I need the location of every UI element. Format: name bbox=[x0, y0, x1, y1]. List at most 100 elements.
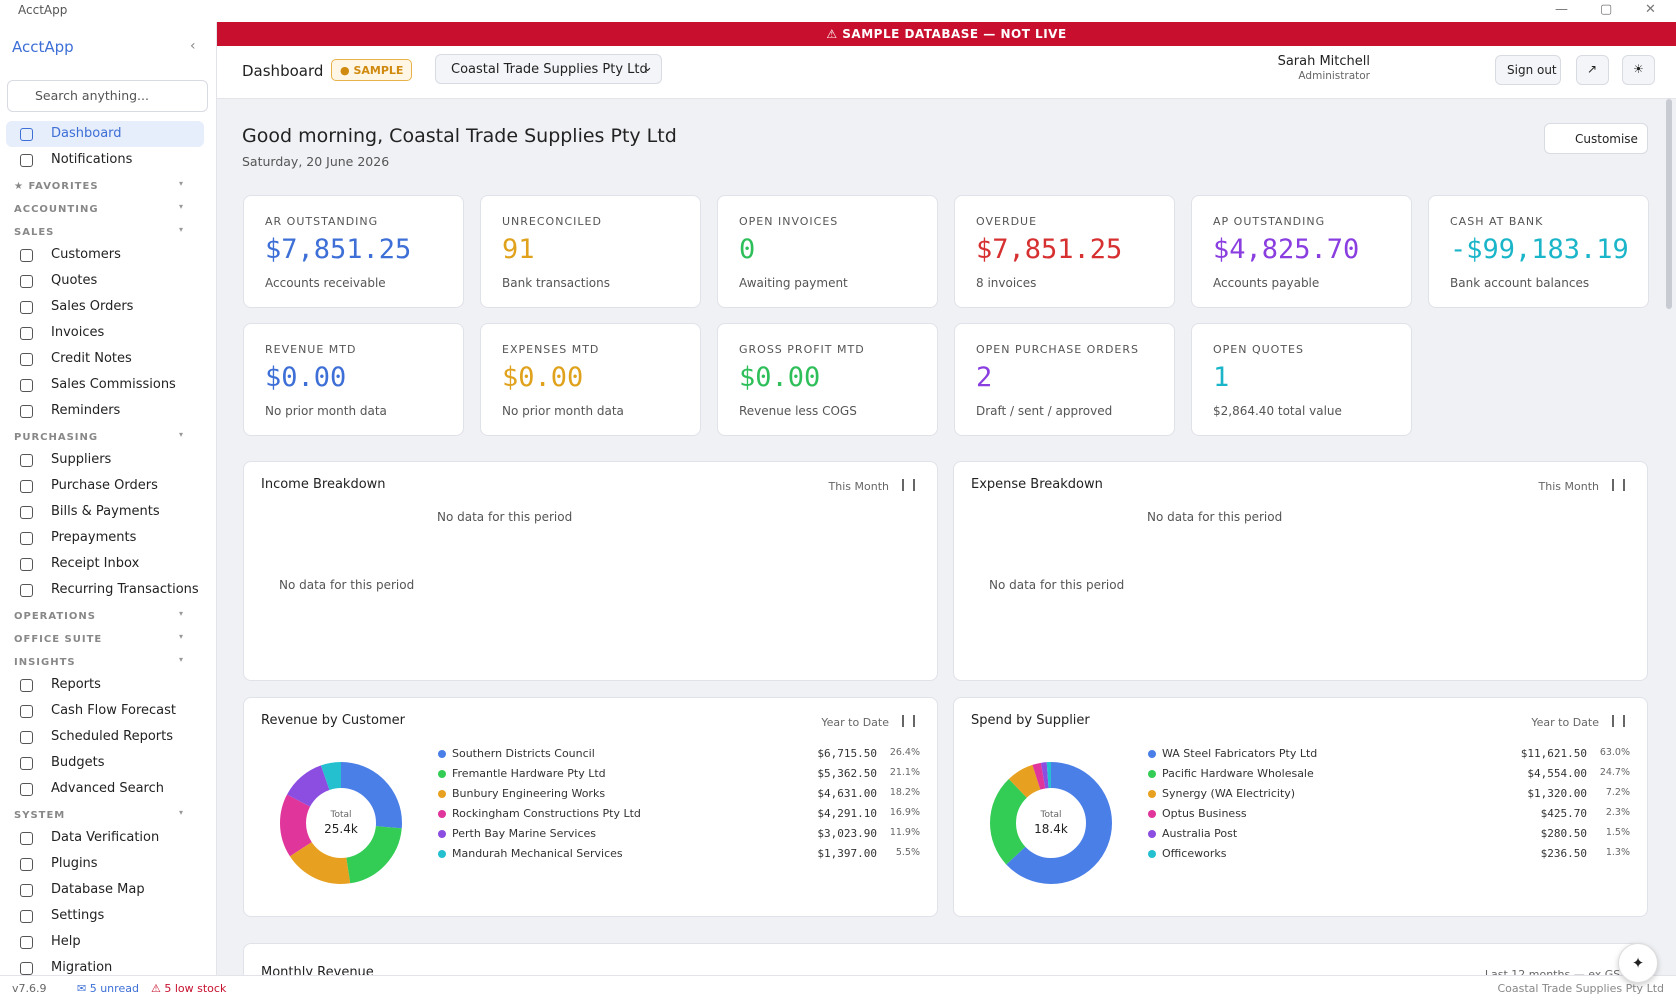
nav-item[interactable]: Reminders bbox=[6, 398, 204, 424]
company-select[interactable]: Coastal Trade Supplies Pty Ltd ⌄ bbox=[435, 54, 662, 84]
donut-segment[interactable] bbox=[990, 762, 1112, 884]
donut-panel: Revenue by Customer Year to Date Total 25.4… bbox=[243, 697, 938, 917]
nav-item[interactable]: Data Verification bbox=[6, 825, 204, 851]
legend-name[interactable]: Bunbury Engineering Works bbox=[452, 787, 606, 800]
panel-title: Expense Breakdown bbox=[971, 477, 1103, 492]
nav-item[interactable]: Suppliers bbox=[6, 447, 204, 473]
unread[interactable]: ✉ 5 unread bbox=[77, 982, 139, 995]
legend-amount: $4,631.00 bbox=[817, 787, 877, 800]
donut-segment[interactable] bbox=[990, 762, 1112, 884]
legend-name[interactable]: Southern Districts Council bbox=[452, 747, 595, 760]
legend-amount: $425.70 bbox=[1540, 807, 1587, 820]
legend-dot bbox=[1148, 770, 1156, 778]
kpi-sub: 8 invoices bbox=[976, 276, 1037, 290]
low-stock[interactable]: ⚠ 5 low stock bbox=[151, 982, 227, 995]
panel-settings[interactable] bbox=[902, 715, 915, 727]
kpi-card: GROSS PROFIT MTD $0.00 Revenue less COGS bbox=[717, 323, 938, 436]
nav-item[interactable]: Bills & Payments bbox=[6, 499, 204, 525]
legend-name[interactable]: Pacific Hardware Wholesale bbox=[1162, 767, 1314, 780]
maximize[interactable]: ▢ bbox=[1600, 2, 1613, 17]
nav-item[interactable]: Prepayments bbox=[6, 525, 204, 551]
nav-item[interactable]: Scheduled Reports bbox=[6, 724, 204, 750]
nav-heading[interactable]: OFFICE SUITE bbox=[0, 626, 210, 649]
panel-period[interactable]: This Month bbox=[1538, 480, 1599, 493]
nav-item[interactable]: Advanced Search bbox=[6, 776, 204, 802]
kpi-value: 0 bbox=[739, 234, 756, 265]
panel-period[interactable]: This Month bbox=[828, 480, 889, 493]
kpi-label: OPEN QUOTES bbox=[1213, 343, 1304, 356]
panel-period[interactable]: Year to Date bbox=[821, 716, 889, 729]
title-bar: AcctApp — ▢ ✕ bbox=[0, 0, 1676, 22]
kpi-card: REVENUE MTD $0.00 No prior month data bbox=[243, 323, 464, 436]
nav-item[interactable]: Recurring Transactions bbox=[6, 577, 204, 603]
legend-name[interactable]: WA Steel Fabricators Pty Ltd bbox=[1162, 747, 1318, 760]
kpi-sub: No prior month data bbox=[265, 404, 387, 418]
nav-heading[interactable]: SYSTEM bbox=[0, 802, 210, 825]
panel-settings[interactable] bbox=[902, 479, 915, 491]
nav-item[interactable]: Quotes bbox=[6, 268, 204, 294]
empty-message: No data for this period bbox=[279, 578, 415, 592]
legend-name[interactable]: Synergy (WA Electricity) bbox=[1162, 787, 1296, 800]
nav-item[interactable]: Help bbox=[6, 929, 204, 955]
nav-item[interactable]: Plugins bbox=[6, 851, 204, 877]
nav-heading[interactable]: PURCHASING bbox=[0, 424, 210, 447]
legend-name[interactable]: Optus Business bbox=[1162, 807, 1247, 820]
nav-item[interactable]: Sales Commissions bbox=[6, 372, 204, 398]
nav-item[interactable]: Reports bbox=[6, 672, 204, 698]
nav-item[interactable]: Budgets bbox=[6, 750, 204, 776]
nav-item[interactable]: Receipt Inbox bbox=[6, 551, 204, 577]
nav-item[interactable]: Cash Flow Forecast bbox=[6, 698, 204, 724]
legend-amount: $4,554.00 bbox=[1527, 767, 1587, 780]
search-box[interactable]: Search anything... bbox=[7, 80, 208, 112]
nav-item[interactable]: Dashboard bbox=[6, 121, 204, 147]
legend-name[interactable]: Australia Post bbox=[1162, 827, 1238, 840]
nav-heading[interactable]: SALES bbox=[0, 219, 210, 242]
legend-amount: $6,715.50 bbox=[817, 747, 877, 760]
nav-item[interactable]: Notifications bbox=[6, 147, 204, 173]
nav-heading[interactable]: ACCOUNTING bbox=[0, 196, 210, 219]
assistant-button[interactable]: ✦ bbox=[1618, 943, 1658, 983]
legend-name[interactable]: Mandurah Mechanical Services bbox=[452, 847, 623, 860]
user-name: Sarah Mitchell bbox=[1277, 54, 1370, 69]
legend-dot bbox=[1148, 830, 1156, 838]
donut-segment[interactable] bbox=[280, 762, 402, 884]
scrollbar bbox=[1666, 99, 1672, 309]
nav-item[interactable]: Customers bbox=[6, 242, 204, 268]
kpi-sub: Draft / sent / approved bbox=[976, 404, 1113, 418]
nav-item[interactable]: Database Map bbox=[6, 877, 204, 903]
nav-item[interactable]: Settings bbox=[6, 903, 204, 929]
sample-banner: ⚠ SAMPLE DATABASE — NOT LIVE bbox=[217, 22, 1676, 46]
nav-item[interactable]: Migration bbox=[6, 955, 204, 975]
legend-amount: $1,320.00 bbox=[1527, 787, 1587, 800]
donut-segment[interactable] bbox=[280, 762, 402, 884]
nav-item[interactable]: Purchase Orders bbox=[6, 473, 204, 499]
theme-toggle[interactable]: ☀ bbox=[1622, 55, 1655, 85]
legend-amount: $5,362.50 bbox=[817, 767, 877, 780]
nav-heading[interactable]: ★ FAVORITES bbox=[0, 173, 210, 196]
donut-segment[interactable] bbox=[280, 762, 402, 884]
legend-name[interactable]: Officeworks bbox=[1162, 847, 1227, 860]
panel-period[interactable]: Year to Date bbox=[1531, 716, 1599, 729]
brand[interactable]: AcctApp bbox=[12, 38, 74, 56]
sign-out[interactable]: Sign out bbox=[1495, 55, 1561, 85]
nav-heading[interactable]: OPERATIONS bbox=[0, 603, 210, 626]
panel-settings[interactable] bbox=[1612, 479, 1625, 491]
legend-dot bbox=[1148, 850, 1156, 858]
minimize[interactable]: — bbox=[1555, 2, 1568, 17]
nav-item[interactable]: Invoices bbox=[6, 320, 204, 346]
kpi-label: REVENUE MTD bbox=[265, 343, 357, 356]
popout[interactable]: ↗ bbox=[1576, 55, 1609, 85]
legend-name[interactable]: Rockingham Constructions Pty Ltd bbox=[452, 807, 641, 820]
legend-dot bbox=[438, 830, 446, 838]
close[interactable]: ✕ bbox=[1645, 2, 1656, 17]
legend-name[interactable]: Fremantle Hardware Pty Ltd bbox=[452, 767, 606, 780]
customise[interactable]: Customise bbox=[1544, 123, 1648, 154]
legend-name[interactable]: Perth Bay Marine Services bbox=[452, 827, 597, 840]
nav-item[interactable]: Sales Orders bbox=[6, 294, 204, 320]
panel-settings[interactable] bbox=[1612, 715, 1625, 727]
legend-dot bbox=[438, 750, 446, 758]
legend-amount: $4,291.10 bbox=[817, 807, 877, 820]
collapse[interactable]: ‹ bbox=[190, 38, 196, 54]
nav-heading[interactable]: INSIGHTS bbox=[0, 649, 210, 672]
nav-item[interactable]: Credit Notes bbox=[6, 346, 204, 372]
